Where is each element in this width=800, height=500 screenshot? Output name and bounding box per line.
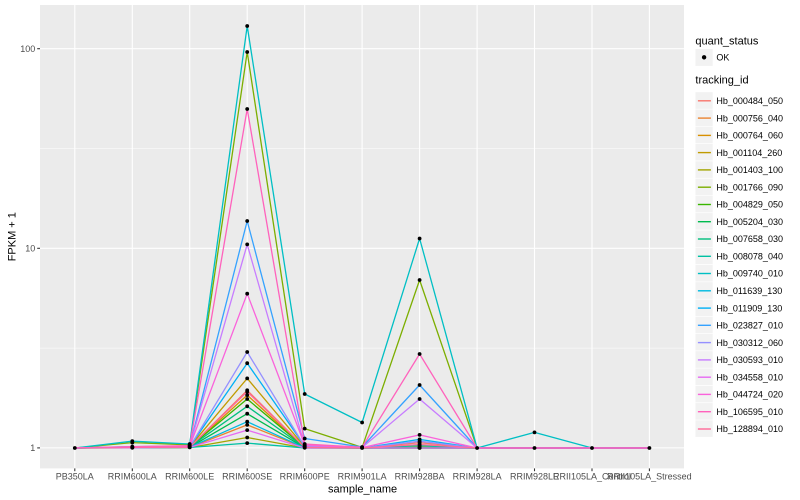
svg-text:PB350LA: PB350LA xyxy=(56,472,94,482)
svg-text:RRIM600PE: RRIM600PE xyxy=(280,472,330,482)
svg-text:Hb_005204_030: Hb_005204_030 xyxy=(716,217,783,227)
svg-text:OK: OK xyxy=(716,53,729,63)
svg-text:10: 10 xyxy=(25,244,35,254)
svg-text:Hb_000764_060: Hb_000764_060 xyxy=(716,131,783,141)
svg-text:Hb_044724_020: Hb_044724_020 xyxy=(716,390,783,400)
svg-text:100: 100 xyxy=(20,44,35,54)
svg-text:Hb_106595_010: Hb_106595_010 xyxy=(716,407,783,417)
svg-text:RRIM928BA: RRIM928BA xyxy=(395,472,445,482)
svg-text:sample_name: sample_name xyxy=(328,483,397,495)
svg-text:1: 1 xyxy=(30,443,35,453)
svg-text:RRIM928LA: RRIM928LA xyxy=(453,472,502,482)
svg-text:RRIM901LA: RRIM901LA xyxy=(338,472,387,482)
svg-text:Hb_011909_130: Hb_011909_130 xyxy=(716,303,782,313)
svg-text:Hb_034558_010: Hb_034558_010 xyxy=(716,372,783,382)
svg-text:Hb_128894_010: Hb_128894_010 xyxy=(716,424,783,434)
svg-text:RRII105LA_Stressed: RRII105LA_Stressed xyxy=(607,472,692,482)
svg-text:Hb_009740_010: Hb_009740_010 xyxy=(716,269,783,279)
svg-text:Hb_023827_010: Hb_023827_010 xyxy=(716,321,783,331)
svg-text:tracking_id: tracking_id xyxy=(695,75,748,87)
svg-text:RRIM600SE: RRIM600SE xyxy=(222,472,272,482)
svg-text:RRIM600LA: RRIM600LA xyxy=(108,472,157,482)
svg-text:RRIM928LE: RRIM928LE xyxy=(510,472,559,482)
svg-text:RRII105LA_Control: RRII105LA_Control xyxy=(553,472,631,482)
svg-text:Hb_011639_130: Hb_011639_130 xyxy=(716,286,782,296)
svg-text:Hb_000756_040: Hb_000756_040 xyxy=(716,113,783,123)
svg-text:FPKM + 1: FPKM + 1 xyxy=(6,212,18,261)
svg-text:Hb_001766_090: Hb_001766_090 xyxy=(716,182,783,192)
svg-text:Hb_030593_010: Hb_030593_010 xyxy=(716,355,783,365)
svg-text:Hb_001104_260: Hb_001104_260 xyxy=(716,148,782,158)
svg-text:Hb_007658_030: Hb_007658_030 xyxy=(716,234,783,244)
svg-text:Hb_001403_100: Hb_001403_100 xyxy=(716,165,783,175)
svg-text:Hb_008078_040: Hb_008078_040 xyxy=(716,252,783,262)
svg-text:Hb_004829_050: Hb_004829_050 xyxy=(716,200,783,210)
svg-text:Hb_000484_050: Hb_000484_050 xyxy=(716,96,783,106)
svg-text:Hb_030312_060: Hb_030312_060 xyxy=(716,338,783,348)
svg-text:RRIM600LE: RRIM600LE xyxy=(165,472,214,482)
svg-text:quant_status: quant_status xyxy=(695,35,758,47)
